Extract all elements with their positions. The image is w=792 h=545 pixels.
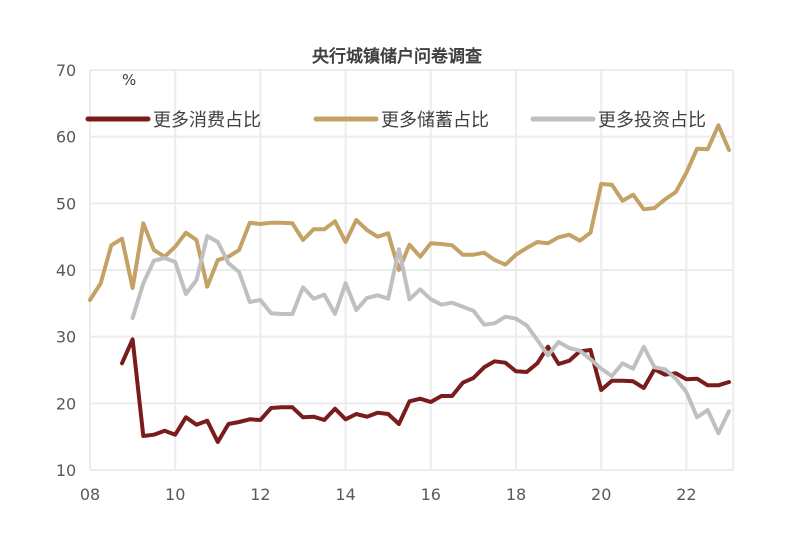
x-tick-label: 18 [506, 485, 526, 504]
chart-title: 央行城镇储户问卷调查 [312, 46, 483, 67]
series-line-1 [120, 337, 731, 444]
x-tick-label: 14 [335, 485, 355, 504]
x-tick-label: 20 [591, 485, 611, 504]
y-tick-label: 20 [56, 394, 76, 413]
y-tick-label: 40 [56, 261, 76, 280]
legend-label: 更多投资占比 [598, 110, 706, 131]
x-axis: 08 10 12 14 16 18 20 22 [80, 485, 697, 504]
x-tick-label: 16 [421, 485, 441, 504]
series-line-2 [88, 123, 731, 302]
x-tick-label: 10 [165, 485, 185, 504]
series-lines [88, 123, 731, 444]
x-tick-label: 08 [80, 485, 100, 504]
y-tick-label: 70 [56, 61, 76, 80]
legend-item: 更多储蓄占比 [313, 110, 489, 131]
legend: 更多消费占比 更多储蓄占比 更多投资占比 [85, 110, 706, 131]
legend-label: 更多消费占比 [153, 110, 261, 131]
x-tick-label: 12 [250, 485, 270, 504]
y-axis: 10 20 30 40 50 60 70 [56, 61, 76, 480]
y-tick-label: 10 [56, 461, 76, 480]
legend-item: 更多消费占比 [85, 110, 261, 131]
y-tick-label: 30 [56, 328, 76, 347]
y-tick-label: 50 [56, 194, 76, 213]
series-line-3 [130, 234, 731, 436]
y-axis-unit: % [122, 71, 136, 89]
grid [89, 69, 735, 471]
y-tick-label: 60 [56, 128, 76, 147]
legend-label: 更多储蓄占比 [381, 110, 489, 131]
legend-item: 更多投资占比 [530, 110, 706, 131]
x-tick-label: 22 [676, 485, 696, 504]
